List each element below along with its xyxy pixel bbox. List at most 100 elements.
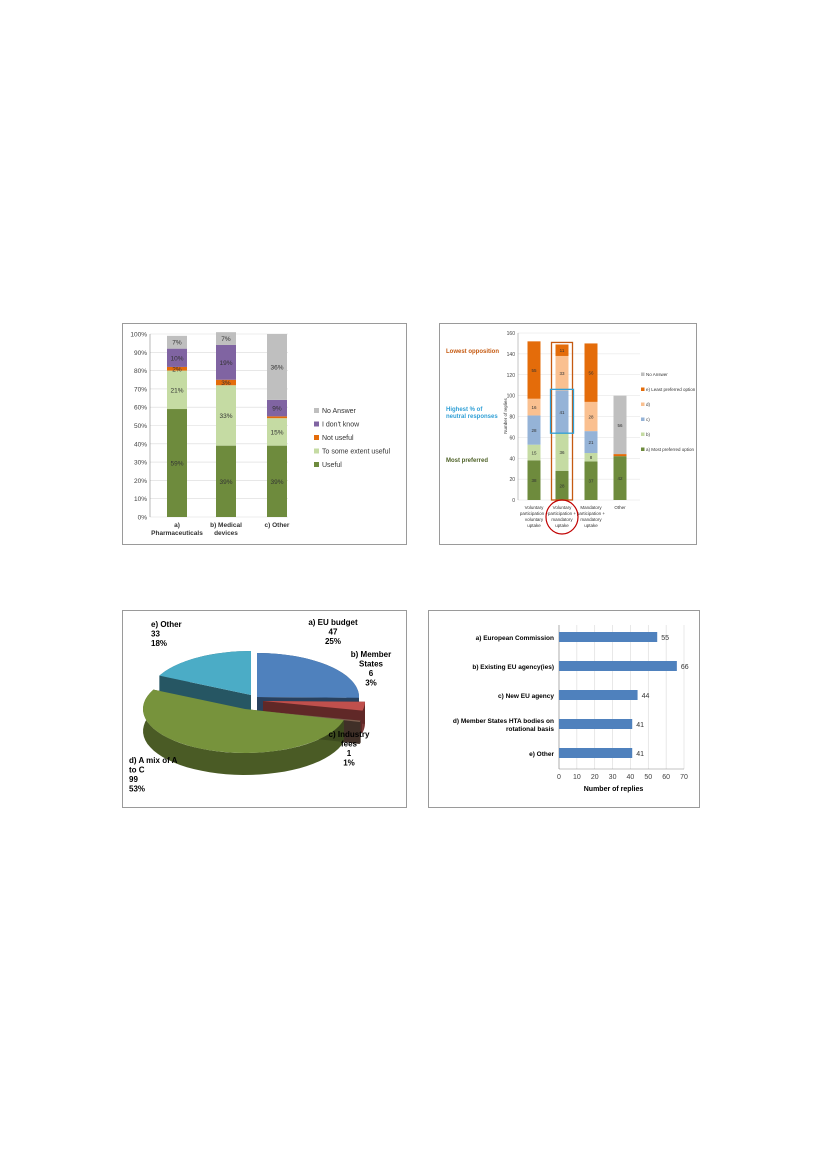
y-tick-label: 20 <box>509 477 515 483</box>
x-tick-label: Mandatory participation + mandatory uptake <box>577 505 606 528</box>
data-label: 15% <box>270 429 283 436</box>
annotation-most-preferred: Most preferred <box>446 458 488 464</box>
data-label: 19% <box>219 360 232 367</box>
legend-label: a) Most preferred option <box>646 447 695 452</box>
pie-slice-label: b) Member States 6 3% <box>351 650 391 688</box>
legend-swatch <box>314 408 319 413</box>
y-axis-label: Number of replies <box>503 397 508 433</box>
bar-segment <box>584 461 598 500</box>
y-tick-label: 80% <box>134 368 147 375</box>
pie-slice <box>159 651 251 695</box>
data-label: 9% <box>272 406 282 413</box>
y-tick-label: 100 <box>507 394 516 400</box>
data-label: 21 <box>588 440 594 445</box>
data-label: 39% <box>270 479 283 486</box>
legend-label: d) <box>646 402 651 407</box>
data-label: 66 <box>681 664 689 671</box>
x-tick-label: c) Other <box>265 522 290 529</box>
bar-segment <box>527 444 541 461</box>
data-label: 37 <box>588 479 594 484</box>
y-tick-label: 80 <box>509 415 515 421</box>
x-tick-label: Voluntary participation + voluntary uptake <box>520 505 549 528</box>
annotation-lowest-opposition: Lowest opposition <box>446 349 499 355</box>
bar-segment <box>555 470 569 500</box>
bar-segment <box>167 348 187 367</box>
y-tick-label: 50% <box>134 423 147 430</box>
data-label: 56 <box>617 423 623 428</box>
legend-swatch <box>641 447 645 451</box>
pie-slice-label: a) EU budget 47 25% <box>308 618 358 646</box>
annotation-neutral-responses: Highest % of neutral responses <box>446 407 498 420</box>
data-label: 28 <box>531 428 537 433</box>
legend-swatch <box>641 432 645 436</box>
y-tick-label: 10% <box>134 496 147 503</box>
data-label: 36 <box>559 450 565 455</box>
bar-segment <box>267 334 287 400</box>
data-label: 11 <box>560 348 565 353</box>
x-tick-label: b) Medical devices <box>210 522 242 537</box>
y-tick-label: 60% <box>134 405 147 412</box>
bar-segment <box>216 385 236 446</box>
legend-swatch <box>641 417 645 421</box>
bar-segment <box>167 370 187 410</box>
data-label: 28 <box>588 415 594 420</box>
y-tick-label: 0 <box>512 498 515 504</box>
bar <box>559 632 658 642</box>
y-tick-label: c) New EU agency <box>498 693 554 700</box>
bar-segment <box>216 445 236 517</box>
x-tick-label: 0 <box>557 774 561 781</box>
data-label: 33% <box>219 413 232 420</box>
data-label: 3% <box>221 380 231 387</box>
pie-slice-side <box>143 689 344 775</box>
selected-option-circle <box>545 499 579 535</box>
data-label: 41 <box>559 410 565 415</box>
x-tick-label: 10 <box>573 774 581 781</box>
legend-swatch <box>641 387 645 391</box>
bar-segment <box>613 456 627 500</box>
y-tick-label: 90% <box>134 350 147 357</box>
bar-segment <box>267 399 287 417</box>
data-label: 28 <box>559 483 565 488</box>
options-preference-chart-panel: 0 20 40 60 80 100 120 140 160 Number of replies 38… <box>439 323 697 545</box>
legend-swatch <box>314 448 319 454</box>
x-tick-label: 60 <box>662 774 670 781</box>
bar-segment <box>216 344 236 380</box>
governance-bar-chart-panel: 0 10 20 30 40 50 60 70 55 a) European Commission 6… <box>428 610 700 808</box>
y-tick-label: 0% <box>138 515 148 522</box>
bar-segment <box>584 453 598 462</box>
legend-label: No Answer <box>646 372 668 377</box>
y-tick-label: 100% <box>130 332 147 339</box>
legend-swatch <box>314 421 319 427</box>
bar-segment <box>216 379 236 386</box>
data-label: 41 <box>636 751 644 758</box>
bar-segment <box>613 395 627 455</box>
data-label: 38 <box>531 478 537 483</box>
bar-segment <box>555 355 569 391</box>
x-tick-label: 30 <box>609 774 617 781</box>
data-label: 7% <box>172 340 182 347</box>
y-tick-label: a) European Commission <box>476 635 554 642</box>
stacked-usefulness-chart-panel: 0% 10% 20% 30% 40% 50% 60% 70% 80% 90% 100% 59% 21% 2… <box>122 323 407 545</box>
x-tick-label: 40 <box>627 774 635 781</box>
bar-segment <box>584 343 598 402</box>
legend-swatch <box>641 372 645 376</box>
legend-label: Useful <box>322 462 342 469</box>
data-label: 56 <box>588 371 594 376</box>
bar <box>559 748 633 758</box>
bar-segment <box>267 445 287 517</box>
bar-segment <box>527 398 541 416</box>
y-tick-label: 40% <box>134 441 147 448</box>
data-label: 39% <box>219 479 232 486</box>
pie-slice-label: e) Other 33 18% <box>151 620 182 648</box>
bar-segment <box>167 335 187 349</box>
legend-label: To some extent useful <box>322 449 391 456</box>
options-preference-chart: 0 20 40 60 80 100 120 140 160 Number of replies 38… <box>446 331 696 535</box>
bar-segment <box>267 416 287 419</box>
y-tick-label: 120 <box>507 373 516 379</box>
bar-segment <box>527 341 541 399</box>
legend-label: b) <box>646 432 651 437</box>
bar-segment <box>613 454 627 457</box>
bar-segment <box>555 344 569 356</box>
data-label: 36% <box>270 364 283 371</box>
